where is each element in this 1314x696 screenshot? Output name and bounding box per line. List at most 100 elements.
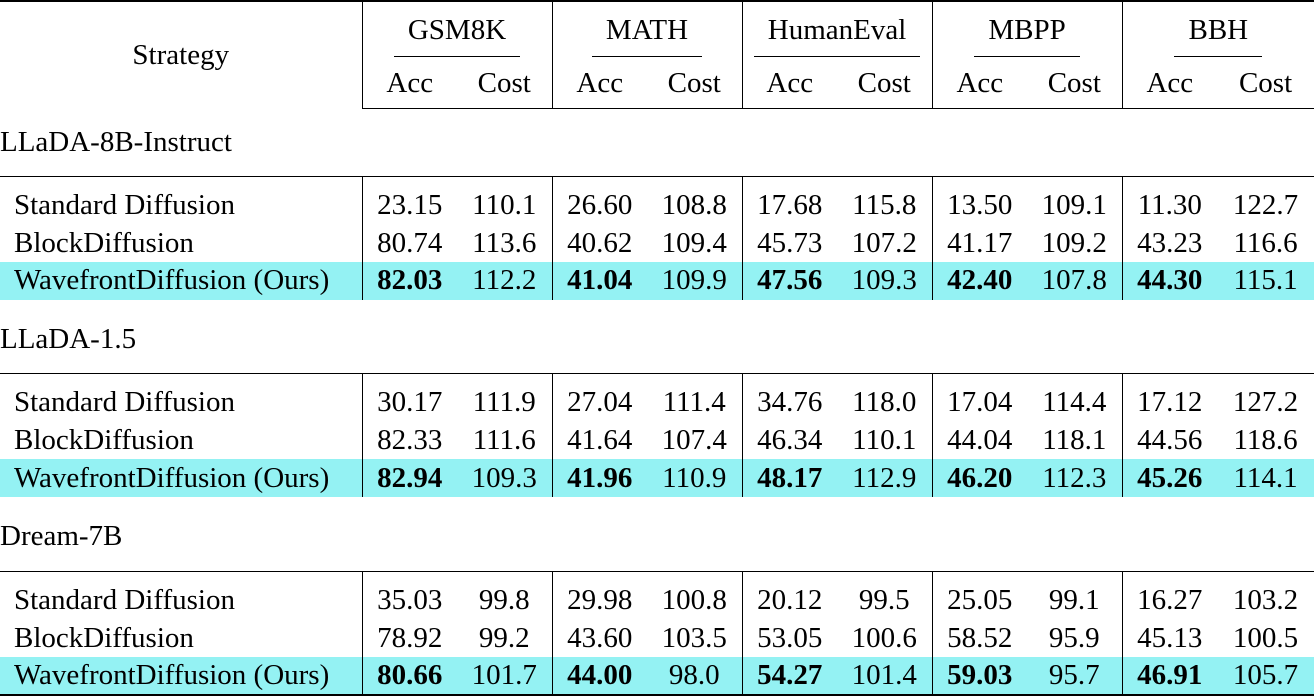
acc-cell: 11.30 [1121,186,1218,225]
strategy-cell: BlockDiffusion [14,226,194,259]
cost-cell: 100.5 [1232,621,1299,654]
cost-cell: 109.9 [647,261,743,300]
acc-cell: 42.40 [931,261,1028,300]
acc-cell: 53.05 [741,619,838,657]
cost-cell: 111.9 [472,386,536,419]
cost-cell: 99.2 [478,621,530,654]
model-group-header: Dream-7B [0,503,1314,571]
cost-cell: 118.1 [1042,424,1107,457]
acc-cell: 43.60 [551,619,647,657]
cost-cell: 110.9 [647,459,743,498]
acc-header: Acc [931,59,1028,109]
header-row-benchmarks: Strategy GSM8K MATH HumanEval MBPP BBH [0,0,1314,108]
cost-cell: 109.1 [1041,188,1107,221]
cost-cell: 95.7 [1027,657,1123,696]
benchmark-header-bbh: BBH [1121,0,1314,59]
cost-cell: 107.2 [851,226,917,259]
acc-cell: 45.73 [741,224,838,262]
strategy-cell: BlockDiffusion [14,424,194,457]
acc-cell: 80.74 [361,224,457,262]
table-body: LLaDA-8B-Instruct Standard Diffusion 23.15… [0,108,1314,696]
acc-cell: 82.94 [361,459,457,498]
acc-cell: 46.34 [741,421,838,460]
cost-cell: 127.2 [1232,386,1299,419]
strategy-cell: Standard Diffusion [14,386,235,419]
cost-cell: 107.4 [661,424,727,457]
cost-cell: 114.1 [1217,459,1314,498]
benchmark-header-humaneval: HumanEval [741,0,933,59]
table-row: BlockDiffusion 82.33 111.6 41.64 107.4 46.34 1… [0,421,1314,460]
acc-cell: 45.13 [1121,619,1218,657]
strategy-cell: Standard Diffusion [14,188,235,221]
cost-cell: 108.8 [661,188,727,221]
model-name: Dream-7B [0,520,123,553]
strategy-cell: WavefrontDiffusion (Ours) [0,657,362,696]
acc-cell: 17.68 [741,186,838,225]
acc-cell: 41.96 [551,459,647,498]
cost-header: Cost [1027,59,1123,109]
acc-cell: 47.56 [741,261,838,300]
model-name: LLaDA-1.5 [0,322,137,355]
cost-cell: 107.8 [1027,261,1123,300]
table-row: BlockDiffusion 80.74 113.6 40.62 109.4 45.73 1… [0,224,1314,262]
acc-cell: 58.52 [931,619,1028,657]
group-rule [0,175,1314,187]
cost-cell: 110.1 [472,188,537,221]
acc-cell: 44.56 [1121,421,1218,460]
acc-cell: 17.12 [1121,384,1218,422]
acc-cell: 40.62 [551,224,647,262]
cost-cell: 116.6 [1233,226,1298,259]
table-row-highlighted: WavefrontDiffusion (Ours) 82.03 112.2 41.04… [0,261,1314,300]
acc-cell: 26.60 [551,186,647,225]
acc-cell: 20.12 [741,581,838,620]
cost-cell: 100.6 [851,621,917,654]
strategy-cell: BlockDiffusion [14,621,194,654]
cost-cell: 105.7 [1217,657,1314,696]
acc-cell: 16.27 [1121,581,1218,620]
acc-cell: 82.33 [361,421,457,460]
cost-cell: 111.6 [472,424,536,457]
acc-cell: 41.17 [931,224,1028,262]
acc-cell: 13.50 [931,186,1028,225]
acc-cell: 59.03 [931,657,1028,696]
cost-cell: 115.8 [852,188,917,221]
acc-cell: 44.30 [1121,261,1218,300]
cost-cell: 103.5 [661,621,727,654]
acc-cell: 78.92 [361,619,457,657]
acc-cell: 30.17 [361,384,457,422]
cost-cell: 99.5 [858,583,910,616]
cost-cell: 101.7 [457,657,552,696]
acc-cell: 44.00 [551,657,647,696]
cost-cell: 112.9 [837,459,933,498]
table-row: Standard Diffusion 30.17 111.9 27.04 111.4 34… [0,384,1314,422]
strategy-header: Strategy [0,0,362,108]
cost-cell: 114.4 [1042,386,1107,419]
model-group-header: LLaDA-1.5 [0,306,1314,374]
table-row-highlighted: WavefrontDiffusion (Ours) 82.94 109.3 41.96… [0,459,1314,498]
cost-cell: 103.2 [1232,583,1299,616]
cost-cell: 100.8 [661,583,727,616]
acc-cell: 17.04 [931,384,1028,422]
table-row: Standard Diffusion 35.03 99.8 29.98 100.8 20.… [0,581,1314,620]
cost-header: Cost [647,59,743,109]
cost-cell: 113.6 [472,226,537,259]
acc-header: Acc [551,59,647,109]
acc-header: Acc [361,59,457,109]
benchmark-header-gsm8k: GSM8K [361,0,552,59]
acc-cell: 80.66 [361,657,457,696]
cost-cell: 112.2 [457,261,552,300]
table-row: Standard Diffusion 23.15 110.1 26.60 108.8 17… [0,186,1314,225]
cost-cell: 98.0 [647,657,743,696]
cost-cell: 110.1 [852,424,917,457]
cost-cell: 109.3 [457,459,552,498]
cost-cell: 122.7 [1232,188,1299,221]
benchmark-header-math: MATH [551,0,743,59]
cost-cell: 112.3 [1027,459,1123,498]
acc-cell: 23.15 [361,186,457,225]
cost-cell: 101.4 [837,657,933,696]
cost-cell: 118.6 [1233,424,1298,457]
acc-cell: 27.04 [551,384,647,422]
strategy-cell: Standard Diffusion [14,583,235,616]
cost-header: Cost [837,59,933,109]
